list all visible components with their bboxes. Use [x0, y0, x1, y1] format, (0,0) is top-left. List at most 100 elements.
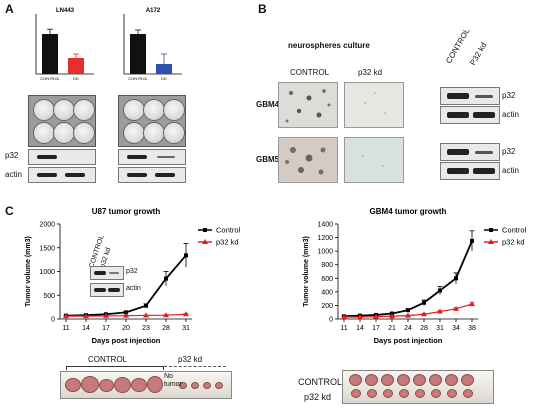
strip-label-control-u87: CONTROL — [88, 355, 128, 364]
y-tick-label: 2000 — [39, 222, 55, 229]
legend-marker-kd — [488, 239, 494, 244]
western-blot-gbm5-actin — [440, 162, 500, 180]
x-tick-label: 23 — [142, 325, 150, 332]
x-tick-label: 11 — [62, 325, 69, 332]
legend-marker-control — [203, 228, 207, 232]
data-point-control — [164, 276, 168, 281]
western-blot-a172-actin — [118, 167, 186, 183]
data-point-kd — [123, 312, 129, 318]
data-point-kd — [183, 311, 189, 317]
micrograph-gbm4-control — [278, 82, 338, 128]
western-blot-gbm4-actin — [440, 106, 500, 124]
data-point-kd — [163, 312, 169, 318]
micrograph-gbm5-kd — [344, 137, 404, 183]
x-tick-label: 17 — [372, 325, 380, 332]
data-point-kd — [83, 313, 89, 319]
colony-plate-ln443 — [28, 95, 96, 147]
data-point-control — [184, 253, 188, 258]
x-axis-label: Days post injection — [374, 336, 443, 345]
panel-letter-a: A — [5, 2, 14, 16]
colony-plate-a172 — [118, 95, 186, 147]
data-point-kd — [389, 313, 395, 319]
x-tick-label: 20 — [122, 325, 130, 332]
bar-kd — [68, 58, 84, 74]
western-blot-a172-p32 — [118, 149, 186, 165]
x-tick-label: 31 — [436, 325, 444, 332]
strip-label-kd-u87: p32 kd — [178, 355, 203, 364]
x-tick-label: 24 — [404, 325, 412, 332]
micrograph-gbm5-control — [278, 137, 338, 183]
y-tick-label: 1000 — [317, 249, 333, 256]
y-tick-label: 1200 — [317, 235, 333, 242]
bar-control — [42, 34, 58, 74]
y-tick-label: 800 — [321, 262, 333, 269]
y-axis-label: Tumor volume (mm3) — [25, 236, 32, 307]
data-point-kd — [341, 313, 347, 319]
legend-label: Control — [216, 226, 241, 235]
bar-chart-a172: A172 CONTROL KD — [123, 8, 182, 81]
y-tick-label: 0 — [51, 317, 55, 324]
bar-chart-title: LN443 — [56, 8, 75, 14]
no-tumor-label: No tumor — [164, 373, 182, 388]
data-point-kd — [103, 312, 109, 318]
tumor-photo-u87 — [60, 371, 232, 399]
series-line-control — [343, 240, 473, 318]
chart-title: U87 tumor growth — [92, 207, 161, 216]
y-tick-label: 600 — [321, 276, 333, 283]
x-tick-label: 34 — [452, 325, 460, 332]
inset-blot-p32 — [90, 266, 124, 280]
legend-label: Control — [502, 226, 527, 235]
data-point-kd — [63, 313, 69, 319]
line-chart-gbm4: GBM4 tumor growth 0 200 400 600 800 1000 1200 14… — [303, 207, 527, 345]
neurospheres-title: neurospheres culture — [288, 41, 370, 50]
line-chart-u87: U87 tumor growth 0 500 1000 1500 2000 11 14 17 20… — [25, 207, 241, 345]
data-point-control — [124, 310, 128, 315]
x-tick-label: 14 — [82, 325, 90, 332]
x-tick-label: 31 — [182, 325, 190, 332]
data-point-kd — [357, 313, 363, 319]
y-tick-label: 200 — [321, 303, 333, 310]
category-label: CONTROL — [128, 76, 148, 81]
blot-header-control: CONTROL — [444, 26, 472, 65]
x-tick-label: 17 — [102, 325, 110, 332]
x-tick-label: 14 — [356, 325, 364, 332]
col-label-p32kd: p32 kd — [358, 68, 383, 77]
x-tick-label: 28 — [162, 325, 170, 332]
strip-bracket-kd — [164, 366, 226, 370]
y-tick-label: 1400 — [317, 222, 333, 229]
y-axis-label: Tumor volume (mm3) — [303, 236, 310, 307]
x-axis-label: Days post injection — [92, 336, 161, 345]
bar-kd — [156, 64, 172, 74]
inset-label-p32: p32 — [126, 268, 138, 275]
blot-label-gbm4-p32: p32 — [502, 91, 516, 100]
legend-marker-kd — [202, 239, 208, 244]
legend-label: p32 kd — [216, 238, 239, 247]
category-label: CONTROL — [40, 76, 60, 81]
data-point-control — [470, 238, 474, 243]
row-label-gbm4: GBM4 — [256, 100, 280, 109]
micrograph-gbm4-kd — [344, 82, 404, 128]
x-tick-label: 28 — [420, 325, 428, 332]
western-blot-ln443-actin — [28, 167, 96, 183]
strip-label-control-gbm4: CONTROL — [298, 377, 343, 387]
tumor-photo-gbm4 — [342, 370, 494, 404]
bar-control — [130, 34, 146, 74]
western-blot-gbm4-p32 — [440, 87, 500, 105]
panel-letter-b: B — [258, 2, 267, 16]
blot-label-p32: p32 — [5, 151, 19, 160]
strip-label-kd-gbm4: p32 kd — [304, 392, 332, 402]
strip-bracket-control — [66, 366, 164, 370]
data-point-kd — [405, 312, 411, 318]
y-tick-label: 500 — [43, 293, 55, 300]
blot-header-p32kd: P32 kd — [468, 40, 489, 67]
y-tick-label: 1500 — [39, 245, 55, 252]
data-point-control — [454, 276, 458, 281]
bar-chart-ln443: LN443 CONTROL KD — [35, 8, 94, 81]
y-tick-label: 0 — [329, 317, 333, 324]
row-label-gbm5: GBM5 — [256, 155, 280, 164]
data-point-control — [406, 308, 410, 313]
x-tick-label: 11 — [340, 325, 347, 332]
western-blot-ln443-p32 — [28, 149, 96, 165]
panel-letter-c: C — [5, 204, 14, 218]
data-point-control — [438, 288, 442, 293]
